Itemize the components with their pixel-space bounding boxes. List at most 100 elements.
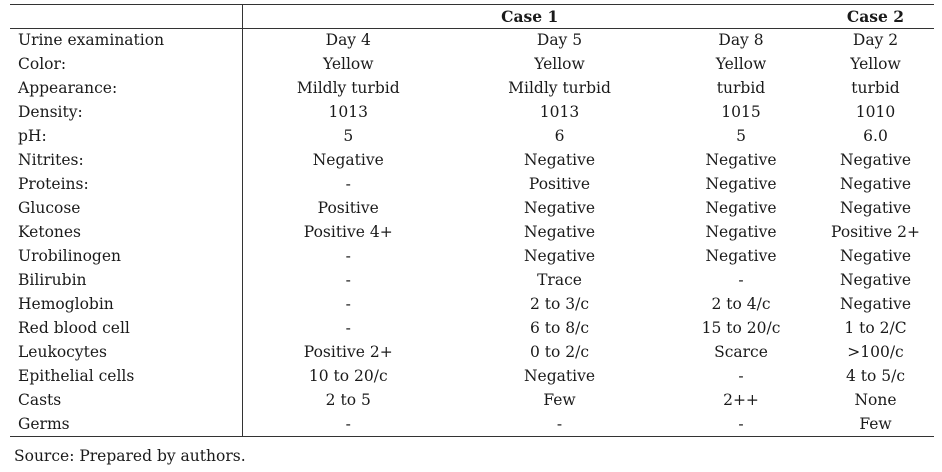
table-cell: Yellow bbox=[850, 55, 901, 73]
table-cell: - bbox=[345, 175, 351, 193]
table-cell: Day 4 bbox=[325, 31, 371, 50]
table-cell: Yellow bbox=[534, 55, 585, 73]
table-cell: 1013 bbox=[539, 103, 580, 121]
table-row: Color: Yellow Yellow Yellow Yellow bbox=[10, 52, 934, 77]
table-cell: - bbox=[345, 319, 351, 337]
table-cell: Negative bbox=[705, 247, 777, 265]
header-case-2: Case 2 bbox=[817, 4, 934, 29]
table-cell: Negative bbox=[705, 175, 777, 193]
table-cell: 1010 bbox=[855, 103, 896, 121]
table-cell: Negative bbox=[523, 199, 595, 217]
table-cell: Negative bbox=[839, 247, 911, 265]
table-cell: 6 to 8/c bbox=[529, 319, 590, 337]
table-cell: 2 to 4/c bbox=[711, 295, 771, 313]
table-cell: 1 to 2/C bbox=[844, 319, 907, 337]
table-row: Hemoglobin - 2 to 3/c 2 to 4/c Negative bbox=[10, 292, 934, 317]
table-row: Appearance: Mildly turbid Mildly turbid tur… bbox=[10, 76, 934, 101]
table-cell: Negative bbox=[523, 223, 595, 241]
table-cell: Few bbox=[817, 412, 934, 437]
table-cell: Negative bbox=[523, 151, 595, 169]
table-cell: 1015 bbox=[721, 103, 761, 121]
table-cell: Positive 2+ bbox=[831, 223, 920, 241]
table-cell: - bbox=[242, 412, 454, 437]
table-row: Epithelial cells 10 to 20/c Negative - 4 to … bbox=[10, 364, 934, 389]
table-cell: 10 to 20/c bbox=[308, 367, 388, 385]
table-cell: Positive bbox=[528, 175, 591, 193]
table-cell: 2++ bbox=[723, 391, 759, 409]
row-label: Urobilinogen bbox=[10, 244, 243, 269]
table-cell: 0 to 2/c bbox=[529, 343, 590, 361]
urine-exam-table: Case 1 Case 2 Urine examination Day 4 Day … bbox=[10, 4, 934, 437]
table-cell: Positive 2+ bbox=[303, 343, 393, 361]
table-body: Urine examination Day 4 Day 5 Day 8 Day 2 Col… bbox=[10, 28, 934, 437]
table-cell: Few bbox=[543, 391, 576, 409]
table-row: pH: 5 6 5 6.0 bbox=[10, 124, 934, 149]
table-cell: 5 bbox=[343, 127, 354, 145]
table-cell: Negative bbox=[839, 271, 911, 289]
table-cell: Negative bbox=[523, 247, 595, 265]
row-label: Bilirubin bbox=[10, 268, 243, 293]
row-label: Ketones bbox=[10, 220, 243, 245]
table-cell: Mildly turbid bbox=[296, 79, 400, 97]
table-cell: Yellow bbox=[322, 55, 374, 73]
table-row: Leukocytes Positive 2+ 0 to 2/c Scarce >100/… bbox=[10, 340, 934, 365]
table-cell: 5 bbox=[736, 127, 746, 145]
table-cell: Positive 4+ bbox=[303, 223, 393, 241]
table-cell: turbid bbox=[716, 79, 766, 97]
table-row: Nitrites: Negative Negative Negative Negativ… bbox=[10, 148, 934, 173]
row-label: Leukocytes bbox=[10, 340, 243, 365]
table-cell: 6 bbox=[554, 127, 565, 145]
row-label: Hemoglobin bbox=[10, 292, 243, 317]
table-cell: Day 2 bbox=[852, 31, 899, 50]
table-cell: - bbox=[345, 247, 351, 265]
table-row: Urine examination Day 4 Day 5 Day 8 Day 2 bbox=[10, 28, 934, 53]
table-cell: Positive bbox=[317, 199, 379, 217]
table-cell: - bbox=[345, 271, 351, 289]
table-cell: 2 to 5 bbox=[325, 391, 371, 409]
table-cell: - bbox=[454, 412, 665, 437]
header-case-1: Case 1 bbox=[242, 4, 817, 29]
row-label: Red blood cell bbox=[10, 316, 243, 341]
table-cell: Negative bbox=[839, 151, 911, 169]
table-cell: turbid bbox=[851, 79, 900, 97]
table-cell: 4 to 5/c bbox=[845, 367, 906, 385]
table-cell: - bbox=[665, 412, 817, 437]
table-cell: Day 5 bbox=[536, 31, 583, 50]
table-row: Glucose Positive Negative Negative Negative bbox=[10, 196, 934, 221]
table-cell: >100/c bbox=[847, 343, 904, 361]
table-cell: Negative bbox=[705, 199, 777, 217]
header-blank-cell bbox=[10, 4, 243, 29]
table-row: Proteins: - Positive Negative Negative bbox=[10, 172, 934, 197]
table-row: Casts 2 to 5 Few 2++ None bbox=[10, 388, 934, 413]
table-header: Case 1 Case 2 bbox=[10, 4, 934, 29]
table-cell: Negative bbox=[523, 367, 595, 385]
row-label: Nitrites: bbox=[10, 148, 243, 173]
table-cell: 6.0 bbox=[863, 127, 888, 145]
row-label: Color: bbox=[10, 52, 243, 77]
row-label: Proteins: bbox=[10, 172, 243, 197]
table-row: Bilirubin - Trace - Negative bbox=[10, 268, 934, 293]
table-cell: Scarce bbox=[714, 343, 768, 361]
table-cell: Negative bbox=[705, 223, 777, 241]
row-label: Appearance: bbox=[10, 76, 243, 101]
table-cell: 2 to 3/c bbox=[529, 295, 590, 313]
table-cell: Negative bbox=[839, 295, 911, 313]
table-row: Urobilinogen - Negative Negative Negative bbox=[10, 244, 934, 269]
row-label: Glucose bbox=[10, 196, 243, 221]
table-row: Ketones Positive 4+ Negative Negative Positi… bbox=[10, 220, 934, 245]
table-cell: Negative bbox=[839, 175, 911, 193]
table-cell: Negative bbox=[839, 199, 911, 217]
table-cell: None bbox=[854, 391, 897, 409]
table-cell: Negative bbox=[705, 151, 777, 169]
table-row: Germs - - - Few bbox=[10, 412, 934, 437]
table-cell: Trace bbox=[537, 271, 582, 289]
row-label: Epithelial cells bbox=[10, 364, 243, 389]
table-cell: Mildly turbid bbox=[508, 79, 611, 97]
row-label: Germs bbox=[10, 412, 243, 437]
table-cell: 15 to 20/c bbox=[701, 319, 781, 337]
table-cell: Day 8 bbox=[718, 31, 764, 50]
row-label: Casts bbox=[10, 388, 243, 413]
table-row: Red blood cell - 6 to 8/c 15 to 20/c 1 to 2/… bbox=[10, 316, 934, 341]
row-label: Urine examination bbox=[10, 28, 243, 53]
